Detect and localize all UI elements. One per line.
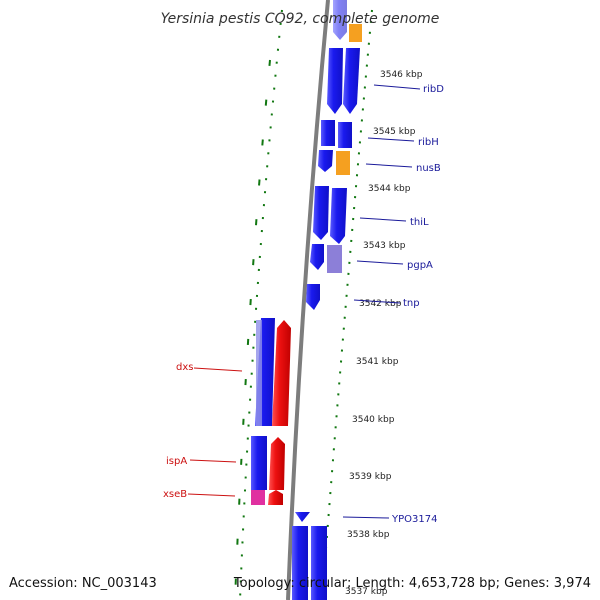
- gene-leader-line: [367, 137, 415, 142]
- gene-leader-line: [356, 260, 404, 265]
- tick-label: 3544 kbp: [368, 184, 411, 194]
- tick-label: 3545 kbp: [373, 127, 416, 137]
- gene-feature: [338, 122, 352, 148]
- gene-feature: [330, 188, 347, 244]
- genome-summary: Topology: circular; Length: 4,653,728 bp…: [233, 576, 591, 591]
- gene-feature: [272, 320, 291, 426]
- right-gene-labels: ribD ribH nusB thiL pgpA tnp YPO3174: [342, 84, 444, 525]
- gene-label-dxs: dxs: [176, 362, 193, 373]
- gene-feature: [349, 24, 362, 42]
- gene-feature: [313, 186, 329, 240]
- gene-feature: [343, 48, 360, 114]
- map-title: Yersinia pestis CO92, complete genome: [161, 11, 440, 27]
- gene-label-ispA: ispA: [166, 456, 187, 467]
- gene-label-ribH: ribH: [418, 137, 439, 148]
- left-gene-labels: dxs ispA xseB: [163, 362, 243, 500]
- gene-leader-line: [365, 163, 413, 168]
- gene-leader-line: [189, 459, 237, 463]
- gene-feature: [251, 490, 265, 505]
- gene-leader-line: [187, 493, 236, 497]
- gene-leader-line: [359, 217, 407, 222]
- gene-feature: [292, 526, 308, 600]
- gene-label-pgpA: pgpA: [407, 260, 433, 271]
- dotted-track-inner: [239, 9, 283, 600]
- gene-feature: [306, 284, 320, 310]
- gene-feature: [327, 245, 342, 273]
- gene-leader-line: [193, 367, 243, 372]
- gene-feature: [333, 0, 347, 40]
- tick-label: 3538 kbp: [347, 530, 390, 540]
- tick-label: 3537 kbp: [345, 587, 388, 597]
- gene-label-tnp: tnp: [403, 298, 420, 309]
- gene-label-nusB: nusB: [416, 163, 441, 174]
- tick-label: 3546 kbp: [380, 70, 423, 80]
- tick-label: 3541 kbp: [356, 357, 399, 367]
- gene-label-ribD: ribD: [423, 84, 444, 95]
- tick-label: 3540 kbp: [352, 415, 395, 425]
- gene-feature: [251, 436, 267, 490]
- gene-leader-line: [353, 299, 401, 304]
- gene-feature: [256, 320, 262, 426]
- gene-feature: [327, 48, 343, 114]
- genome-backbone: [286, 0, 330, 600]
- gene-feature: [318, 150, 333, 172]
- tick-label: 3542 kbp: [359, 299, 402, 309]
- gene-feature: [268, 490, 283, 505]
- gene-label-xseB: xseB: [163, 489, 187, 500]
- gene-feature: [336, 151, 350, 175]
- gene-leader-line: [342, 516, 390, 519]
- gene-leader-line: [373, 84, 421, 90]
- gene-feature: [311, 526, 327, 600]
- gene-feature: [321, 120, 335, 146]
- gene-label-YPO3174: YPO3174: [391, 514, 437, 525]
- gene-label-thiL: thiL: [410, 217, 429, 228]
- tick-label: 3539 kbp: [349, 472, 392, 482]
- tick-labels: 3546 kbp 3545 kbp 3544 kbp 3543 kbp 3542…: [345, 70, 423, 597]
- gene-feature: [269, 437, 285, 490]
- forward-genes-top: [306, 0, 362, 310]
- gene-feature: [310, 244, 324, 270]
- accession-label: Accession: NC_003143: [9, 576, 157, 591]
- tick-label: 3543 kbp: [363, 241, 406, 251]
- gene-feature: [295, 512, 310, 522]
- genes-lower: [251, 318, 327, 600]
